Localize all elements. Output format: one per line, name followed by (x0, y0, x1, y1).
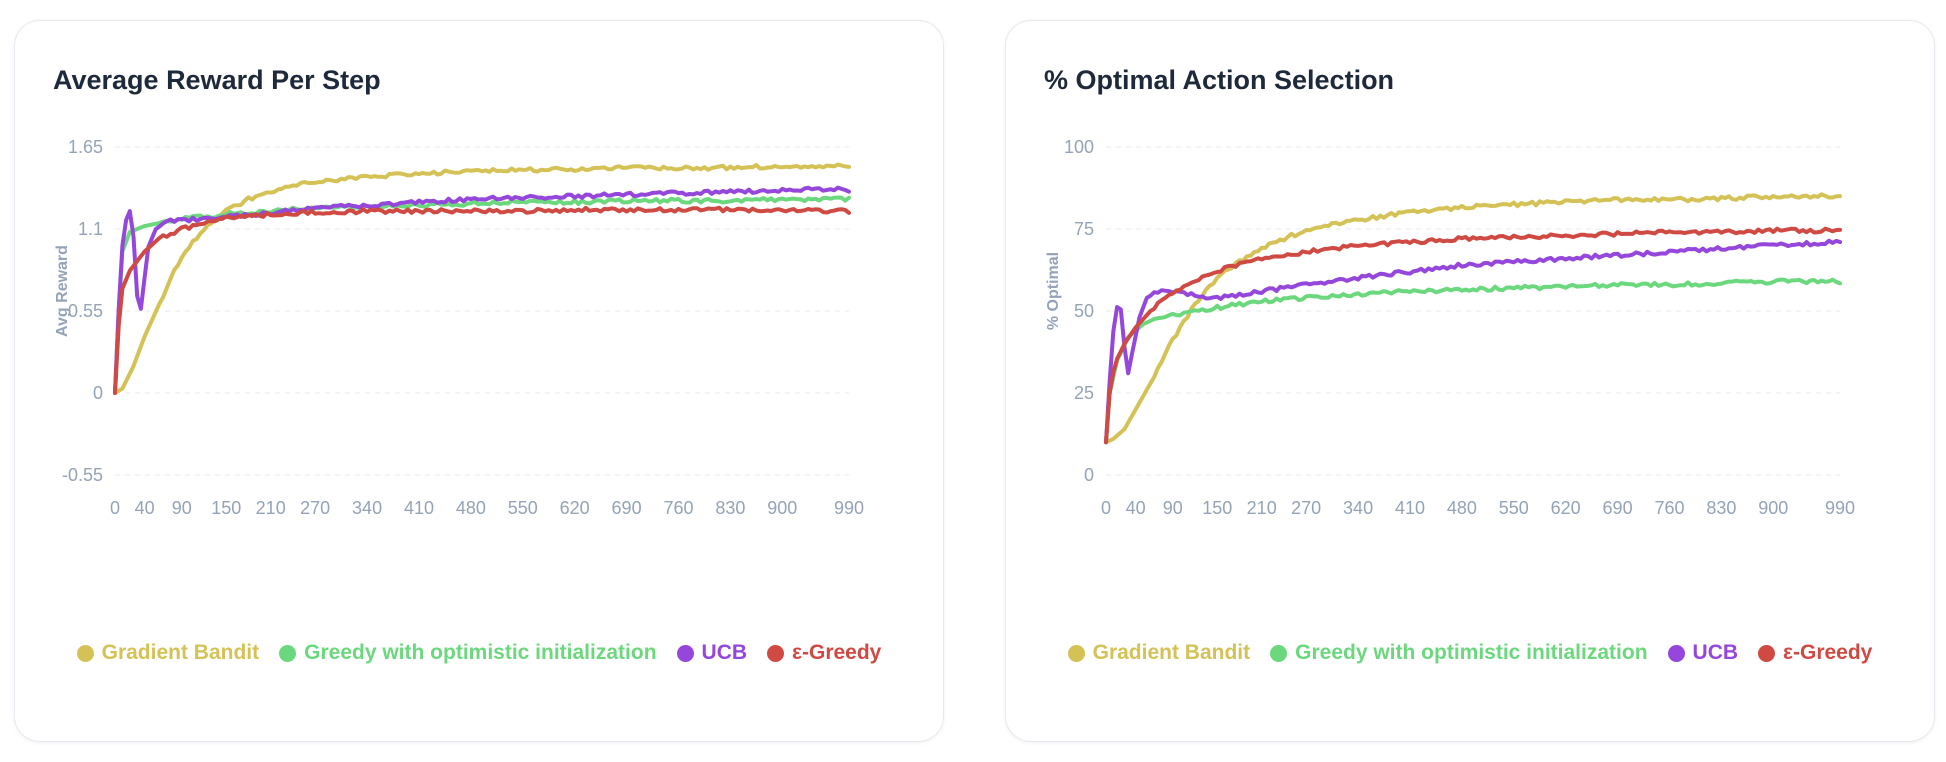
x-tick-label: 990 (1825, 498, 1855, 518)
x-tick-label: 620 (560, 498, 590, 518)
chart-legend: Gradient Bandit Greedy with optimistic in… (1066, 641, 1874, 665)
x-tick-label: 410 (404, 498, 434, 518)
legend-dot-icon (1667, 644, 1685, 662)
legend-item-gradient-bandit[interactable]: Gradient Bandit (76, 641, 260, 665)
x-tick-label: 270 (300, 498, 330, 518)
chart-legend: Gradient Bandit Greedy with optimistic in… (75, 641, 883, 665)
series-line-greedy-with-optimistic-initialization (113, 195, 851, 395)
legend-label: Greedy with optimistic initialization (1295, 641, 1648, 664)
x-tick-label: 900 (1758, 498, 1788, 518)
optimal-action-line-chart: 0 25 50 75 100 0 40 90 150 210 270 340 410 480 550 620 6… (1045, 137, 1855, 518)
legend-dot-icon (1270, 644, 1288, 662)
x-tick-label: 340 (1343, 498, 1373, 518)
y-tick-label: 75 (1074, 219, 1094, 239)
x-tick-label: 90 (172, 498, 192, 518)
x-tick-label: 620 (1551, 498, 1581, 518)
y-tick-label: 50 (1074, 301, 1094, 321)
optimal-action-card: % Optimal Action Selection 0 25 50 75 100 0 40… (1005, 20, 1935, 742)
y-tick-label: 0 (1084, 465, 1094, 485)
x-tick-label: 990 (834, 498, 864, 518)
x-tick-label: 210 (256, 498, 286, 518)
legend-item-ucb[interactable]: UCB (1667, 641, 1739, 665)
series-line-ucb (1104, 238, 1842, 445)
legend-dot-icon (279, 644, 297, 662)
series-line-gradient-bandit (113, 162, 851, 395)
x-tick-label: 150 (1202, 498, 1232, 518)
chart-title: Average Reward Per Step (53, 65, 381, 95)
y-axis-title: % Optimal (1045, 252, 1062, 330)
series-line-gradient-bandit (1104, 192, 1842, 445)
x-tick-label: 550 (508, 498, 538, 518)
legend-item-greedy[interactable]: ε-Greedy (767, 641, 881, 665)
y-tick-label: 0.55 (68, 301, 103, 321)
legend-dot-icon (1067, 644, 1085, 662)
legend-label: UCB (701, 641, 748, 664)
legend-item-gradient-bandit[interactable]: Gradient Bandit (1067, 641, 1251, 665)
legend-dot-icon (676, 644, 694, 662)
legend-item-greedy-with-optimistic-initialization[interactable]: Greedy with optimistic initialization (1270, 641, 1648, 665)
x-tick-label: 40 (1126, 498, 1146, 518)
x-tick-label: 760 (663, 498, 693, 518)
y-tick-label: 0 (93, 383, 103, 403)
x-tick-label: 40 (135, 498, 155, 518)
avg-reward-card: Average Reward Per Step -0.55 0 0.55 1.1 1.6… (14, 20, 944, 742)
x-tick-label: 90 (1163, 498, 1183, 518)
x-tick-label: 690 (1603, 498, 1633, 518)
x-tick-label: 210 (1247, 498, 1277, 518)
x-tick-label: 830 (1706, 498, 1736, 518)
x-tick-label: 270 (1291, 498, 1321, 518)
series-line-greedy (113, 205, 851, 395)
y-axis-title: Avg Reward (54, 245, 71, 337)
x-tick-label: 480 (1447, 498, 1477, 518)
y-tick-label: 1.65 (68, 137, 103, 157)
x-tick-label: 410 (1395, 498, 1425, 518)
x-tick-label: 340 (352, 498, 382, 518)
series-line-greedy (1104, 226, 1842, 445)
avg-reward-line-chart: -0.55 0 0.55 1.1 1.65 0 40 90 150 210 270 340 410 480… (54, 137, 864, 518)
x-tick-label: 760 (1654, 498, 1684, 518)
legend-item-greedy[interactable]: ε-Greedy (1758, 641, 1872, 665)
legend-item-ucb[interactable]: UCB (676, 641, 748, 665)
x-tick-label: 150 (211, 498, 241, 518)
legend-label: ε-Greedy (1783, 641, 1873, 664)
legend-label: UCB (1692, 641, 1739, 664)
legend-label: Gradient Bandit (1092, 641, 1251, 664)
x-tick-label: 480 (456, 498, 486, 518)
x-tick-label: 0 (110, 498, 120, 518)
y-tick-label: -0.55 (62, 465, 103, 485)
y-tick-label: 100 (1064, 137, 1094, 157)
legend-dot-icon (1758, 644, 1776, 662)
x-tick-label: 830 (715, 498, 745, 518)
legend-label: Greedy with optimistic initialization (304, 641, 657, 664)
legend-item-greedy-with-optimistic-initialization[interactable]: Greedy with optimistic initialization (279, 641, 657, 665)
chart-title: % Optimal Action Selection (1044, 65, 1395, 95)
legend-label: Gradient Bandit (101, 641, 260, 664)
x-tick-label: 690 (612, 498, 642, 518)
x-tick-label: 900 (767, 498, 797, 518)
y-tick-label: 25 (1074, 383, 1094, 403)
x-tick-label: 550 (1499, 498, 1529, 518)
legend-dot-icon (767, 644, 785, 662)
legend-label: ε-Greedy (792, 641, 882, 664)
legend-dot-icon (76, 644, 94, 662)
y-tick-label: 1.1 (78, 219, 103, 239)
x-tick-label: 0 (1101, 498, 1111, 518)
series-line-ucb (113, 185, 851, 395)
series-line-greedy-with-optimistic-initialization (1104, 277, 1842, 445)
